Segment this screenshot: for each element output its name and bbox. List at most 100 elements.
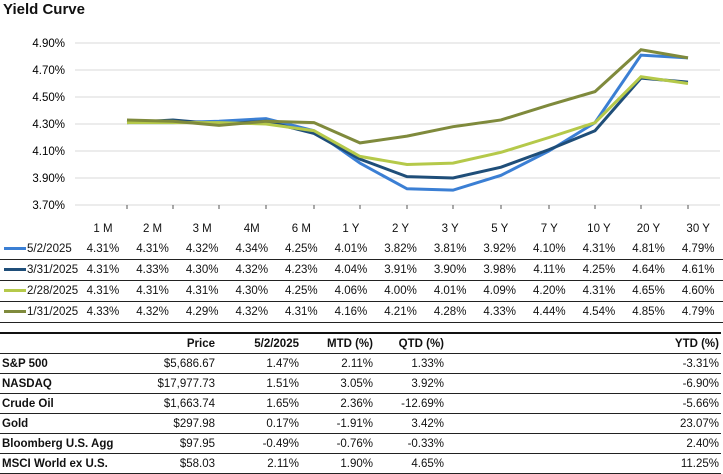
row-label: NASDAQ xyxy=(0,373,118,394)
x-tick-label: 6 M xyxy=(291,223,311,235)
legend-swatch xyxy=(4,310,26,314)
data-label: 4.30% xyxy=(177,259,227,281)
cell: 1.33% xyxy=(375,353,446,374)
data-label: 3.81% xyxy=(425,239,475,260)
x-tick-label: 30 Y xyxy=(686,223,710,235)
column-header: YTD (%) xyxy=(446,333,721,354)
data-label: 4.28% xyxy=(425,301,475,323)
data-label: 4.60% xyxy=(673,280,723,302)
series-row: 1/31/2025 4.33% 4.32% 4.29% 4.32% 4.31% 4.16% 4… xyxy=(0,301,723,323)
data-label: 3.82% xyxy=(375,239,426,260)
x-tick-label: 2 M xyxy=(142,223,163,235)
cell: 1.65% xyxy=(217,393,301,414)
y-tick-label: 4.10% xyxy=(32,146,65,158)
y-tick-label: 4.30% xyxy=(32,119,65,131)
data-label: 4.79% xyxy=(673,301,723,323)
series-row: 3/31/2025 4.31% 4.33% 4.30% 4.32% 4.23% 4.04% 3… xyxy=(0,259,723,281)
data-label: 4.32% xyxy=(226,301,277,323)
cell: -0.76% xyxy=(301,433,375,454)
data-label: 4.64% xyxy=(623,259,674,281)
cell: $297.98 xyxy=(118,413,217,434)
series-name: 1/31/2025 xyxy=(27,306,79,318)
data-label: 4.21% xyxy=(375,301,426,323)
data-label: 3.91% xyxy=(375,259,426,281)
data-label: 3.98% xyxy=(474,259,525,281)
cell: 2.11% xyxy=(301,353,375,374)
y-tick-label: 3.70% xyxy=(32,200,65,212)
data-label: 4.25% xyxy=(276,280,327,302)
cell: 3.42% xyxy=(375,413,446,434)
row-label: Crude Oil xyxy=(0,393,118,414)
data-label: 4.61% xyxy=(673,259,723,281)
legend-entry: 1/31/2025 xyxy=(0,301,79,323)
legend-entry: 3/31/2025 xyxy=(0,259,79,281)
yield-curve-chart: 4.90% 4.70% 4.50% 4.30% 4.10% 3.90% 3.70% xyxy=(32,38,720,212)
cell: $97.95 xyxy=(118,433,217,454)
x-tick-label: 10 Y xyxy=(587,223,611,235)
cell: 11.25% xyxy=(446,453,721,474)
legend-entry: 2/28/2025 xyxy=(0,280,79,302)
table-row: Crude Oil $1,663.74 1.65% 2.36% -12.69% -5.66… xyxy=(0,393,721,414)
x-tick-label: 4M xyxy=(243,223,260,235)
legend-swatch xyxy=(4,289,26,293)
data-label: 4.33% xyxy=(78,301,128,323)
data-label: 4.44% xyxy=(524,301,575,323)
data-label: 4.01% xyxy=(326,239,376,260)
cell: -1.91% xyxy=(301,413,375,434)
data-label: 4.09% xyxy=(474,280,525,302)
data-label: 4.81% xyxy=(623,239,674,260)
cell: 3.92% xyxy=(375,373,446,394)
cell: 23.07% xyxy=(446,413,721,434)
series-line xyxy=(127,75,689,167)
data-label: 4.85% xyxy=(623,301,674,323)
x-tick-label: 3 M xyxy=(192,223,212,235)
x-tick-label: 3 Y xyxy=(441,223,459,235)
data-label: 4.33% xyxy=(474,301,525,323)
row-label: S&P 500 xyxy=(0,353,118,374)
data-label: 4.06% xyxy=(326,280,376,302)
x-tick-label: 20 Y xyxy=(636,223,661,235)
data-label: 4.30% xyxy=(226,280,277,302)
chart-title: Yield Curve xyxy=(3,1,85,18)
cell: -0.33% xyxy=(375,433,446,454)
y-tick-label: 4.70% xyxy=(32,65,65,77)
yield-table: 1 M 2 M 3 M 4M 6 M 1 Y 2 Y 3 Y 5 Y 7 Y 10 Y 20 Y 30 … xyxy=(0,219,723,323)
data-label: 4.04% xyxy=(326,259,376,281)
data-label: 4.29% xyxy=(177,301,227,323)
legend-swatch xyxy=(4,247,26,251)
data-label: 4.34% xyxy=(226,239,277,260)
cell: $1,663.74 xyxy=(118,393,217,414)
table-row: MSCI World ex U.S. $58.03 2.11% 1.90% 4.65% 1… xyxy=(0,453,721,474)
cell: -12.69% xyxy=(375,393,446,414)
cell: 1.47% xyxy=(217,353,301,374)
cell: 2.36% xyxy=(301,393,375,414)
y-tick-label: 4.50% xyxy=(32,92,65,104)
series-line xyxy=(126,48,689,145)
series-row: 5/2/2025 4.31% 4.31% 4.32% 4.34% 4.25% 4.01% 3.… xyxy=(0,239,723,260)
column-header: MTD (%) xyxy=(301,333,375,354)
series-name: 2/28/2025 xyxy=(27,285,79,297)
category-row: 1 M 2 M 3 M 4M 6 M 1 Y 2 Y 3 Y 5 Y 7 Y 10 Y 20 Y 30 … xyxy=(0,219,723,239)
cell: -6.90% xyxy=(446,373,721,394)
column-header xyxy=(0,333,118,354)
data-label: 4.11% xyxy=(524,259,575,281)
cell: 3.05% xyxy=(301,373,375,394)
cell: -5.66% xyxy=(446,393,721,414)
data-label: 4.31% xyxy=(127,280,178,302)
data-label: 4.20% xyxy=(524,280,575,302)
row-label: Gold xyxy=(0,413,118,434)
data-label: 4.25% xyxy=(276,239,327,260)
series-row: 2/28/2025 4.31% 4.31% 4.31% 4.30% 4.25% 4.06% 4… xyxy=(0,280,723,302)
data-label: 4.54% xyxy=(574,301,624,323)
cell: 1.90% xyxy=(301,453,375,474)
data-label: 4.65% xyxy=(623,280,674,302)
cell: $17,977.73 xyxy=(118,373,217,394)
market-table: Price 5/2/2025 MTD (%) QTD (%) YTD (%) S&P 50… xyxy=(0,332,721,474)
y-tick-label: 3.90% xyxy=(32,173,65,185)
data-label: 4.31% xyxy=(276,301,327,323)
data-label: 4.32% xyxy=(127,301,178,323)
column-header: 5/2/2025 xyxy=(217,333,301,354)
data-label: 4.31% xyxy=(574,280,624,302)
data-label: 4.32% xyxy=(226,259,277,281)
column-header: QTD (%) xyxy=(375,333,446,354)
